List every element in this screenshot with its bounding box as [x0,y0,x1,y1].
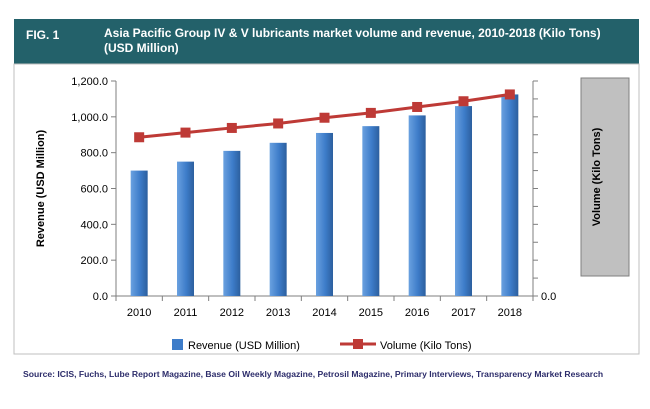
volume-point [134,132,145,143]
volume-point [273,118,284,129]
y-tick-label: 200.0 [80,255,108,267]
right-axis-title-box [580,77,630,277]
y-tick-label: 1,000.0 [71,112,108,124]
legend-swatch-revenue [172,339,183,350]
x-tick-label: 2015 [359,307,383,319]
revenue-bar [130,170,148,296]
volume-point [180,127,191,138]
volume-point [412,101,423,112]
chart-axes: 0.0 200.0 400.0 600.0 800.0 1,000.0 1,200.0 201… [13,63,640,355]
revenue-bar [223,150,241,296]
x-tick-label: 2012 [220,307,244,319]
y-tick-label: 800.0 [80,148,108,160]
y-tick-label: 0.0 [93,291,108,303]
revenue-bar [362,126,380,297]
y-axis-title-right: Volume (Kilo Tons) [591,127,603,226]
x-tick-label: 2016 [405,307,429,319]
legend-label-volume: Volume (Kilo Tons) [380,340,472,352]
x-tick-label: 2018 [498,307,522,319]
legend-label-revenue: Revenue (USD Million) [188,340,300,352]
figure-label: FIG. 1 [26,28,60,42]
revenue-bar [501,94,519,296]
legend-swatch-volume-marker [353,339,363,349]
revenue-bar [455,106,472,296]
x-tick-label: 2014 [312,307,336,319]
revenue-bar [269,142,287,296]
y-tick-label: 600.0 [80,184,108,196]
revenue-bars [130,94,519,297]
volume-point [226,122,237,133]
y-tick-label-right: 0.0 [541,291,556,303]
figure-header: FIG. 1 Asia Pacific Group IV & V lubrica… [14,19,639,64]
chart-border [13,63,640,355]
revenue-bar [177,161,194,296]
x-tick-label: 2011 [174,307,198,319]
volume-point [319,112,330,123]
y-tick-label: 400.0 [80,219,108,231]
chart-title: Asia Pacific Group IV & V lubricants mar… [104,26,601,55]
source-note: Source: ICIS, Fuchs, Lube Report Magazin… [23,369,604,379]
revenue-bar [316,132,333,296]
revenue-bar [408,115,426,297]
x-tick-label: 2010 [127,307,151,319]
volume-point [458,96,469,107]
x-tick-label: 2013 [266,307,290,319]
volume-point [504,89,515,100]
volume-point [365,107,376,118]
y-tick-label: 1,200.0 [71,76,108,88]
chart-legend: Revenue (USD Million) Volume (Kilo Tons) [172,339,472,352]
volume-line [134,89,515,143]
x-tick-label: 2017 [451,307,475,319]
y-axis-title-left: Revenue (USD Million) [35,129,47,247]
